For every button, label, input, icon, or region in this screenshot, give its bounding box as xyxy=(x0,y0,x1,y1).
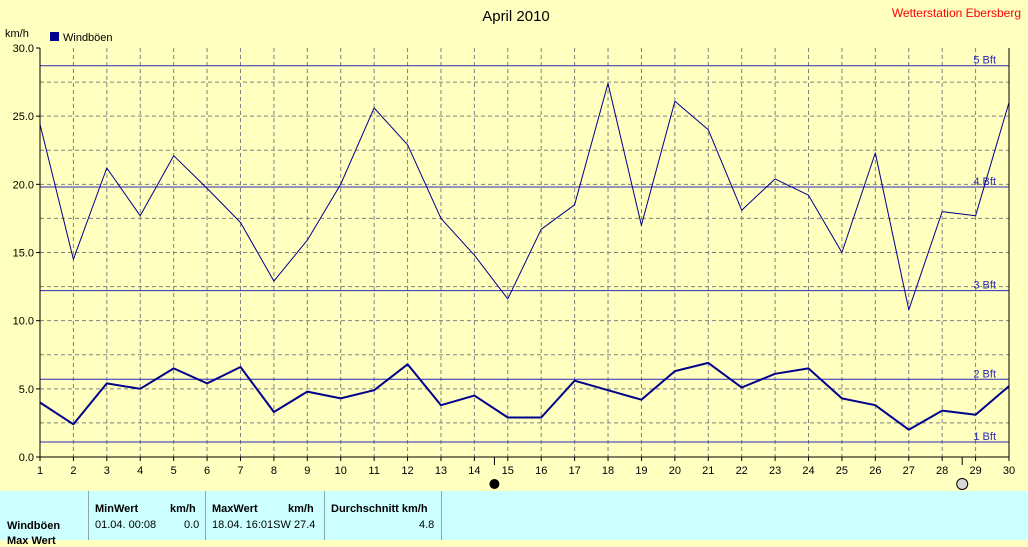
axes xyxy=(36,48,1010,461)
x-tick-label: 14 xyxy=(468,465,480,477)
x-tick-label: 2 xyxy=(70,465,76,477)
x-tick-label: 12 xyxy=(401,465,413,477)
beaufort-lines: 1 Bft 2 Bft 3 Bft 4 Bft 5 Bft xyxy=(40,55,1009,443)
x-tick-label: 6 xyxy=(204,465,210,477)
row-label: Windböen xyxy=(7,520,61,532)
min-unit-header: km/h xyxy=(170,503,196,515)
series-line-max xyxy=(39,82,1010,311)
x-tick-labels: 1 2 3 4 5 6 7 8 9 10 11 12 13 14 15 16 17 18 19 20 21 22 23 24 2… xyxy=(37,457,1015,477)
column-divider xyxy=(88,491,89,540)
beaufort-label: 5 Bft xyxy=(973,55,996,67)
y-tick-label: 10.0 xyxy=(13,316,34,328)
avg-value: 4.8 xyxy=(419,519,435,531)
max-unit-header: km/h xyxy=(288,503,314,515)
summary-panel: MinWert km/h MaxWert km/h Durchschnitt k… xyxy=(0,491,1028,547)
x-tick-label: 27 xyxy=(903,465,915,477)
x-tick-label: 3 xyxy=(104,465,110,477)
chart-background xyxy=(0,0,1028,491)
x-tick-label: 17 xyxy=(568,465,580,477)
y-tick-label: 5.0 xyxy=(19,384,34,396)
x-tick-label: 7 xyxy=(237,465,243,477)
x-tick-label: 10 xyxy=(335,465,347,477)
x-tick-label: 19 xyxy=(635,465,647,477)
y-tick-label: 0.0 xyxy=(19,452,34,464)
min-time: 01.04. 00:08 xyxy=(95,519,157,531)
x-tick-label: 8 xyxy=(271,465,277,477)
x-tick-label: 20 xyxy=(669,465,681,477)
x-tick-label: 9 xyxy=(304,465,310,477)
x-tick-label: 4 xyxy=(137,465,143,477)
x-tick-label: 24 xyxy=(802,465,814,477)
x-tick-label: 28 xyxy=(936,465,948,477)
legend-swatch xyxy=(50,32,59,41)
x-tick-label: 21 xyxy=(702,465,714,477)
new-moon-icon xyxy=(489,479,500,489)
moon-phase-markers xyxy=(489,457,969,490)
min-value: 0.0 xyxy=(184,519,200,531)
row-label-2: Max Wert xyxy=(7,535,56,547)
min-header: MinWert xyxy=(95,503,139,515)
wind-chart: April 2010 Wetterstation Ebersberg km/h … xyxy=(0,0,1028,491)
x-tick-label: 23 xyxy=(769,465,781,477)
x-tick-label: 29 xyxy=(969,465,981,477)
y-tick-label: 15.0 xyxy=(13,248,34,260)
max-header: MaxWert xyxy=(212,503,258,515)
series-lines xyxy=(39,82,1010,431)
y-tick-label: 30.0 xyxy=(13,43,34,55)
column-divider xyxy=(205,491,206,540)
grid-lines xyxy=(40,48,1009,457)
x-tick-label: 5 xyxy=(171,465,177,477)
x-tick-label: 22 xyxy=(736,465,748,477)
x-tick-label: 16 xyxy=(535,465,547,477)
beaufort-label: 4 Bft xyxy=(973,176,996,188)
beaufort-label: 3 Bft xyxy=(973,280,996,292)
column-divider xyxy=(441,491,442,540)
beaufort-label: 2 Bft xyxy=(973,368,996,380)
x-tick-label: 13 xyxy=(435,465,447,477)
y-tick-label: 20.0 xyxy=(13,179,34,191)
column-divider xyxy=(324,491,325,540)
y-axis-unit: km/h xyxy=(5,28,29,40)
full-moon-icon xyxy=(956,478,969,490)
avg-header: Durchschnitt km/h xyxy=(331,503,428,515)
x-tick-label: 25 xyxy=(836,465,848,477)
beaufort-label: 1 Bft xyxy=(973,431,996,443)
x-tick-label: 26 xyxy=(869,465,881,477)
x-tick-label: 1 xyxy=(37,465,43,477)
legend-label: Windböen xyxy=(63,32,113,44)
station-name: Wetterstation Ebersberg xyxy=(892,6,1021,20)
y-tick-labels: 0.0 5.0 10.0 15.0 20.0 25.0 30.0 xyxy=(13,43,40,464)
x-tick-label: 30 xyxy=(1003,465,1015,477)
y-tick-label: 25.0 xyxy=(13,111,34,123)
x-tick-label: 18 xyxy=(602,465,614,477)
chart-title: April 2010 xyxy=(482,8,550,25)
series-line-avg xyxy=(39,361,1010,431)
x-tick-label: 15 xyxy=(502,465,514,477)
x-tick-label: 11 xyxy=(368,465,379,477)
max-value: 27.4 xyxy=(294,519,316,531)
max-time: 18.04. 16:01SW xyxy=(212,519,291,531)
